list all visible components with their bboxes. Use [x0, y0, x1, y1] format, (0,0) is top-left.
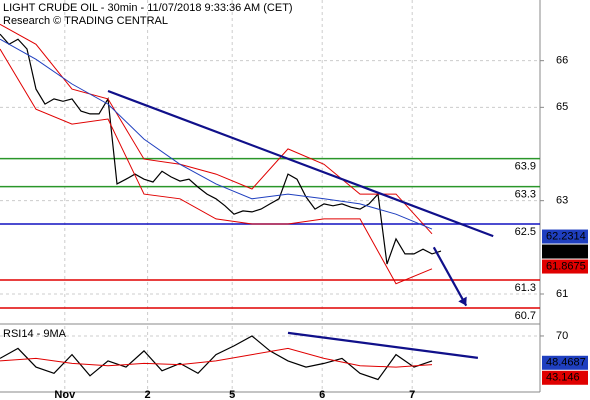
- trendline: [107, 89, 494, 238]
- series-line: [0, 335, 433, 381]
- arrow-line: [432, 246, 468, 307]
- arrow-head: [458, 296, 467, 306]
- x-tick-label: 6: [319, 389, 325, 400]
- y-tick-label: 61: [556, 288, 568, 300]
- series-line: [0, 347, 433, 368]
- chart-subtitle: Research © TRADING CENTRAL: [3, 15, 168, 27]
- level-label: 61.3: [515, 282, 536, 294]
- price-label-box: [542, 259, 588, 274]
- x-tick-label: Nov: [54, 389, 76, 400]
- price-label-box: [542, 229, 588, 244]
- series-line: [0, 38, 433, 230]
- price-label: 48.4687: [546, 357, 586, 369]
- x-tick-label: 7: [409, 389, 415, 400]
- level-label: 63.9: [515, 161, 536, 173]
- trendline: [287, 331, 479, 359]
- series-line: [0, 48, 433, 285]
- y-tick-label: 63: [556, 195, 568, 207]
- x-tick-label: 2: [145, 389, 151, 400]
- price-label: 61.95: [546, 245, 574, 257]
- price-label-box: [542, 355, 588, 370]
- panel-title: RSI14 - 9MA: [3, 328, 67, 340]
- series-line: [0, 33, 442, 265]
- x-tick-label: 5: [229, 389, 235, 400]
- y-tick-label: 70: [556, 330, 568, 342]
- level-label: 62.5: [515, 226, 536, 238]
- price-label-box: [542, 370, 588, 385]
- chart-title: LIGHT CRUDE OIL - 30min - 11/07/2018 9:3…: [3, 2, 293, 14]
- price-label: 61.8675: [546, 260, 586, 272]
- level-label: 63.3: [515, 189, 536, 201]
- price-label: 43.146: [546, 372, 580, 384]
- price-label: 62.2314: [546, 230, 586, 242]
- series-line: [0, 23, 433, 235]
- y-tick-label: 66: [556, 55, 568, 67]
- price-label-box: [542, 244, 588, 259]
- level-label: 60.7: [515, 310, 536, 322]
- y-tick-label: 65: [556, 101, 568, 113]
